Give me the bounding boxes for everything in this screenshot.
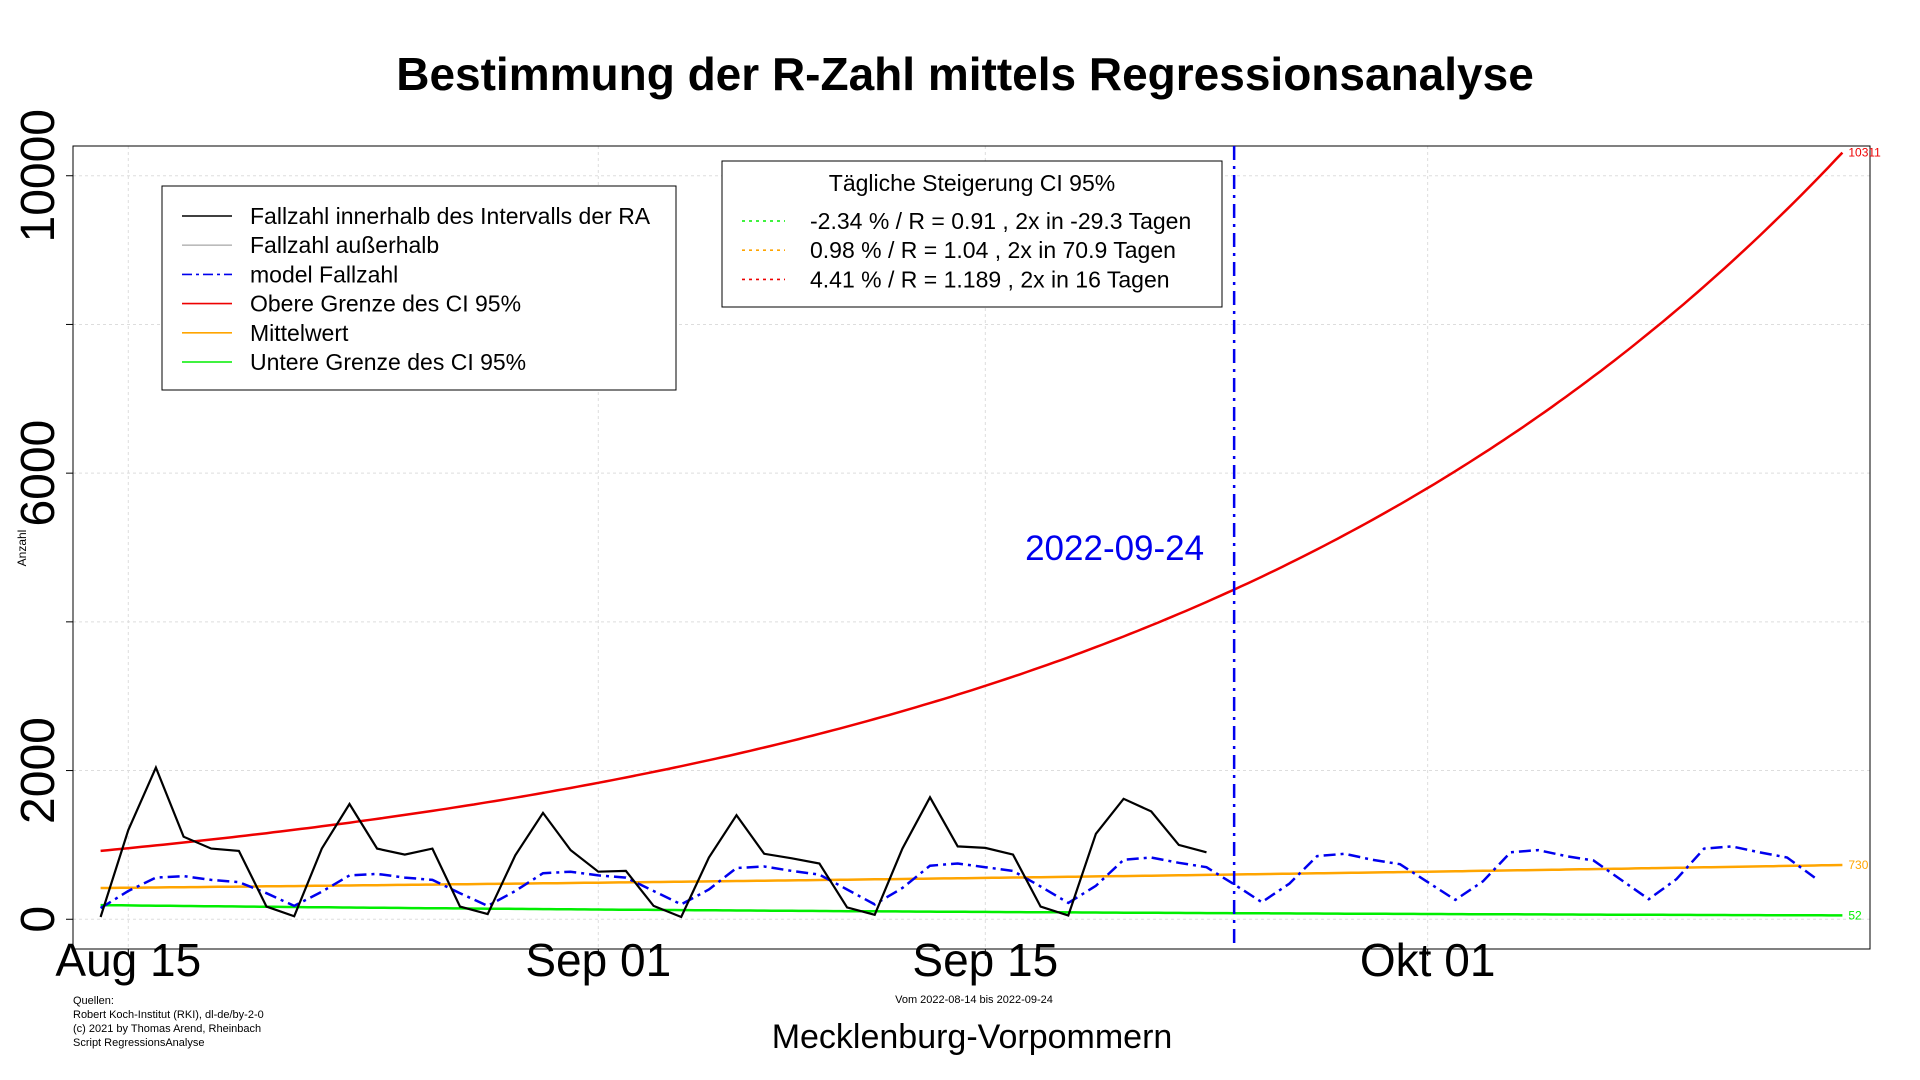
legend-label: Fallzahl innerhalb des Intervalls der RA bbox=[250, 203, 651, 229]
end-label-lower: 52 bbox=[1848, 908, 1862, 922]
series-line-observed bbox=[99, 764, 1207, 919]
end-label-mean: 730 bbox=[1848, 858, 1868, 872]
y-axis-label: Anzahl bbox=[15, 530, 29, 567]
vertical-marker-label: 2022-09-24 bbox=[1025, 529, 1204, 568]
ci-legend-label: -2.34 % / R = 0.91 , 2x in -29.3 Tagen bbox=[810, 208, 1191, 234]
plot-frame bbox=[72, 145, 1871, 950]
legend-label: Fallzahl außerhalb bbox=[250, 232, 439, 258]
y-tick-label: 2000 bbox=[12, 717, 65, 824]
source-line: (c) 2021 by Thomas Arend, Rheinbach bbox=[73, 1023, 261, 1035]
ci-legend: Tägliche Steigerung CI 95% -2.34 % / R =… bbox=[721, 160, 1223, 308]
legend-items: Fallzahl innerhalb des Intervalls der RA… bbox=[182, 203, 651, 375]
subtitle: Vom 2022-08-14 bis 2022-09-24 bbox=[895, 994, 1053, 1006]
y-tick-label: 0 bbox=[12, 906, 65, 933]
series-layer bbox=[99, 151, 1844, 919]
legend-label: Mittelwert bbox=[250, 320, 349, 346]
series-line-lower bbox=[100, 903, 1843, 917]
ci-legend-items: -2.34 % / R = 0.91 , 2x in -29.3 Tagen 0.… bbox=[742, 208, 1191, 292]
source-line: Script RegressionsAnalyse bbox=[73, 1037, 204, 1049]
chart-title: Bestimmung der R-Zahl mittels Regression… bbox=[396, 48, 1534, 100]
x-axis: Aug 15 Sep 01 Sep 15 Okt 01 bbox=[55, 934, 1495, 986]
source-line: Robert Koch-Institut (RKI), dl-de/by-2-0 bbox=[73, 1009, 264, 1021]
y-tick-label: 10000 bbox=[12, 109, 65, 242]
legend-label: Obere Grenze des CI 95% bbox=[250, 291, 521, 317]
ci-legend-box bbox=[721, 160, 1223, 308]
legend-box bbox=[161, 185, 677, 391]
y-tick-label: 6000 bbox=[12, 420, 65, 527]
legend-label: model Fallzahl bbox=[250, 261, 398, 287]
series-line-upper bbox=[100, 151, 1844, 853]
x-tick-label: Sep 15 bbox=[912, 934, 1058, 986]
x-axis-label: Mecklenburg-Vorpommern bbox=[772, 1018, 1173, 1056]
end-label-upper: 10311 bbox=[1848, 146, 1881, 160]
x-tick-label: Sep 01 bbox=[525, 934, 671, 986]
x-tick-label: Okt 01 bbox=[1360, 934, 1496, 986]
legend: Fallzahl innerhalb des Intervalls der RA… bbox=[161, 185, 677, 391]
ci-legend-label: 0.98 % / R = 1.04 , 2x in 70.9 Tagen bbox=[810, 237, 1176, 263]
x-tick-label: Aug 15 bbox=[55, 934, 201, 986]
series-line-mean bbox=[100, 863, 1843, 890]
source-line: Quellen: bbox=[73, 995, 114, 1007]
legend-label: Untere Grenze des CI 95% bbox=[250, 349, 526, 375]
ci-legend-title: Tägliche Steigerung CI 95% bbox=[829, 170, 1115, 196]
end-labels: 52 730 10311 bbox=[1848, 146, 1881, 923]
ci-legend-label: 4.41 % / R = 1.189 , 2x in 16 Tagen bbox=[810, 266, 1170, 292]
series-line-model bbox=[99, 845, 1816, 910]
y-axis: 0 2000 6000 10000 bbox=[12, 109, 73, 933]
sources: Quellen: Robert Koch-Institut (RKI), dl-… bbox=[73, 995, 264, 1049]
